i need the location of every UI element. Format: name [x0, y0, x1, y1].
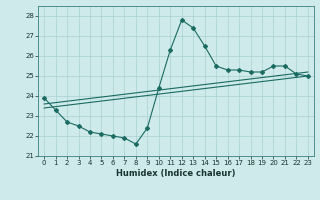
X-axis label: Humidex (Indice chaleur): Humidex (Indice chaleur) [116, 169, 236, 178]
